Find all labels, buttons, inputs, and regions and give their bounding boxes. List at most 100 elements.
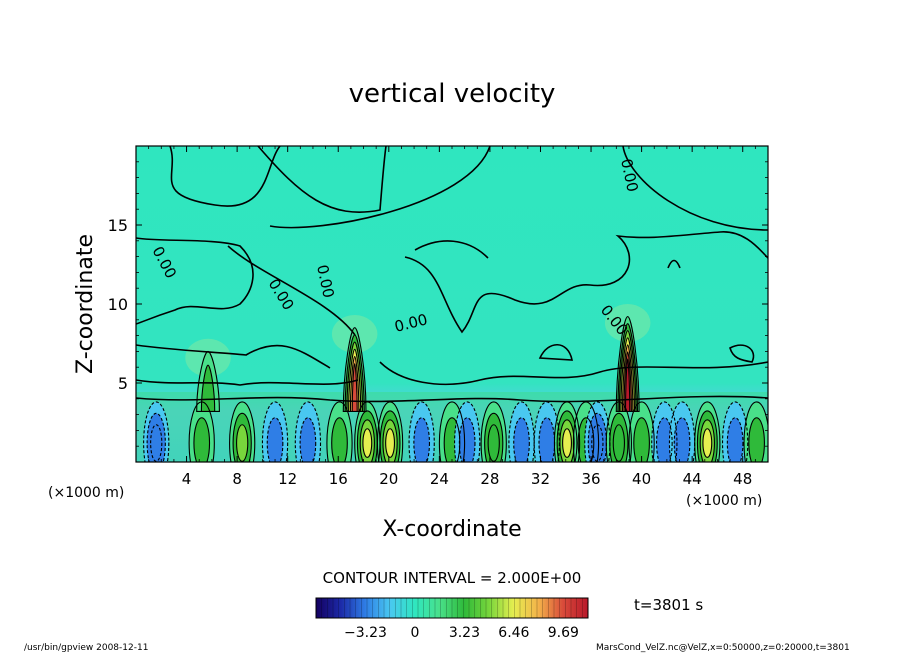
- velocity-cell: [656, 417, 673, 462]
- cell-contour: [299, 417, 317, 462]
- cell-contour: [559, 419, 575, 462]
- cell-contour: [408, 401, 435, 462]
- cell-contour: [699, 419, 715, 462]
- cell-contour: [628, 401, 655, 462]
- velocity-cell: [727, 417, 743, 462]
- velocity-cell: [362, 428, 372, 458]
- cell-contour: [556, 410, 578, 462]
- cell-contour: [188, 401, 215, 462]
- x-tick-label: 16: [329, 470, 348, 488]
- cell-contour: [651, 401, 678, 462]
- cell-contour: [743, 401, 768, 462]
- cell-contour: [702, 428, 713, 458]
- cell-contour: [553, 401, 581, 462]
- cell-contour: [696, 410, 718, 462]
- footer-right: MarsCond_VelZ.nc@VelZ,x=0:50000,z=0:2000…: [596, 643, 850, 653]
- x-axis: 4 8 12 16 20 24 28 32 36 40 44 48: [148, 146, 756, 488]
- velocity-cell: [488, 424, 500, 462]
- x-tick-label: 20: [379, 470, 398, 488]
- cell-contour: [562, 428, 572, 458]
- cell-contour: [229, 401, 256, 462]
- x-tick-label: 4: [182, 470, 192, 488]
- cell-contour: [146, 412, 166, 462]
- velocity-cell: [459, 417, 475, 462]
- x-tick-label: 24: [430, 470, 449, 488]
- velocity-cell: [300, 417, 316, 462]
- velocity-cell: [674, 417, 690, 462]
- cell-contour: [266, 417, 284, 462]
- cell-contour: [591, 424, 604, 462]
- cell-contour: [694, 401, 721, 462]
- cell-contour: [193, 417, 211, 462]
- x-axis-label: X-coordinate: [382, 517, 521, 542]
- velocity-cell: [236, 424, 248, 462]
- cell-contour: [454, 401, 481, 462]
- cell-contour: [382, 419, 398, 462]
- y-axis-label: Z-coordinate: [73, 234, 98, 374]
- x-unit-left: (×1000 m): [48, 485, 124, 501]
- cell-contour: [612, 424, 625, 462]
- cell-contour: [413, 417, 431, 462]
- velocity-cell: [613, 424, 625, 462]
- cell-contour: [150, 424, 163, 462]
- x-tick-label: 48: [733, 470, 752, 488]
- x-tick-label: 44: [683, 470, 702, 488]
- cell-contour: [379, 410, 401, 462]
- cell-contour: [609, 412, 629, 462]
- contour-interval-label: CONTOUR INTERVAL = 2.000E+00: [323, 569, 582, 587]
- cell-contour: [656, 417, 673, 462]
- colorbar-tick-label: −3.23: [344, 625, 387, 641]
- footer-left: /usr/bin/gpview 2008-12-11: [24, 643, 148, 653]
- velocity-cell: [633, 417, 650, 462]
- cell-contour: [484, 412, 504, 462]
- cell-contour: [748, 417, 765, 462]
- velocity-cell: [331, 417, 348, 462]
- y-axis: 5 10 15: [108, 161, 768, 447]
- cell-contour: [726, 417, 744, 462]
- cell-contour: [143, 401, 170, 462]
- x-tick-label: 8: [232, 470, 242, 488]
- cell-contour: [438, 401, 466, 462]
- velocity-cell: [591, 424, 603, 462]
- colorbar-tick-label: 9.69: [548, 625, 579, 641]
- x-unit-right: (×1000 m): [686, 493, 762, 509]
- velocity-cell: [150, 424, 162, 462]
- velocity-cell: [385, 428, 395, 458]
- cell-contour: [480, 401, 507, 462]
- cell-contour: [513, 417, 530, 462]
- cell-contour: [633, 417, 650, 462]
- cell-contour: [261, 401, 289, 462]
- velocity-cell: [413, 417, 430, 462]
- x-tick-label: 12: [278, 470, 297, 488]
- cell-contour: [577, 417, 595, 462]
- y-tick-label: 15: [108, 216, 128, 235]
- colorbar-tick-label: 0: [410, 625, 419, 641]
- cell-contour: [376, 401, 404, 462]
- cell-contour: [572, 401, 600, 462]
- contour-lines: [136, 146, 768, 403]
- cell-contour: [673, 417, 691, 462]
- y-tick-label: 10: [108, 295, 128, 314]
- cell-contour: [331, 417, 348, 462]
- time-label: t=3801 s: [634, 596, 703, 614]
- velocity-cell: [539, 417, 555, 462]
- cell-contour: [232, 412, 252, 462]
- colorbar-tick-label: 3.23: [449, 625, 480, 641]
- plume-contour: [624, 358, 631, 412]
- colorbar-tick-label: 6.46: [498, 625, 529, 641]
- colorbar-gradient: [315, 597, 589, 619]
- x-tick-label: 40: [632, 470, 651, 488]
- y-tick-label: 5: [118, 374, 128, 393]
- x-tick-label: 28: [480, 470, 499, 488]
- cell-contour: [487, 424, 500, 462]
- velocity-cell: [562, 428, 572, 458]
- velocity-cell: [513, 417, 530, 462]
- cell-contour: [605, 401, 632, 462]
- cell-contour: [385, 428, 396, 458]
- x-tick-label: 36: [581, 470, 600, 488]
- chart-title: vertical velocity: [349, 79, 556, 109]
- cell-contour: [359, 419, 375, 462]
- cell-contour: [362, 428, 373, 458]
- x-tick-label: 32: [531, 470, 550, 488]
